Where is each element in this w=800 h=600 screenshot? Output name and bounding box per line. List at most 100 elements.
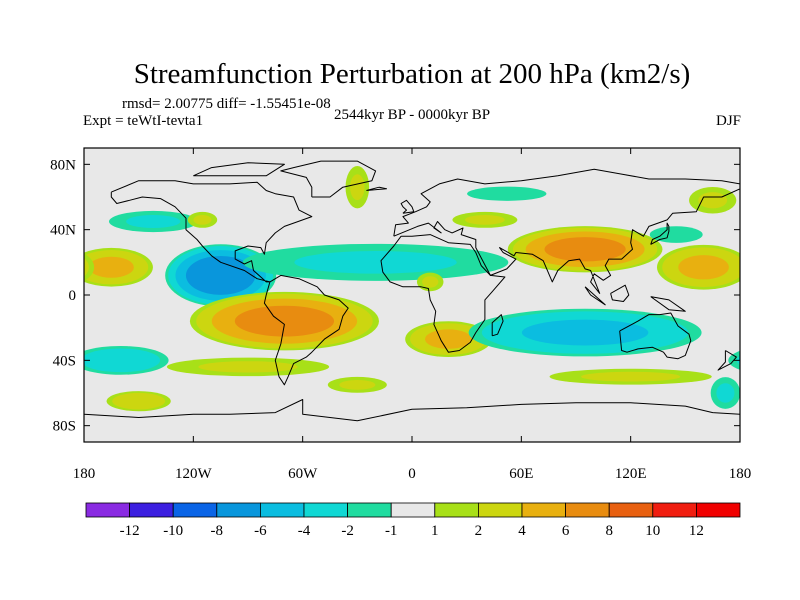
x-tick-label: 0 bbox=[408, 466, 416, 482]
y-tick-label: 80S bbox=[53, 419, 76, 435]
colorbar-label: 4 bbox=[518, 523, 526, 539]
contour-band bbox=[185, 255, 256, 295]
colorbar-swatch bbox=[652, 502, 697, 518]
colorbar-swatch bbox=[129, 502, 174, 518]
x-tick-label: 180 bbox=[73, 466, 96, 482]
colorbar-label: -8 bbox=[211, 523, 224, 539]
contour-band bbox=[467, 186, 547, 201]
contour-feature bbox=[189, 291, 379, 351]
coastline bbox=[280, 160, 377, 198]
colorbar-swatch bbox=[608, 502, 654, 518]
x-tick-label: 60E bbox=[509, 466, 533, 482]
contour-band bbox=[0, 369, 56, 385]
contour-band bbox=[678, 255, 729, 280]
contour-feature bbox=[60, 377, 740, 409]
colorbar-swatch bbox=[565, 502, 610, 518]
contour-band bbox=[765, 211, 800, 232]
contour-feature bbox=[33, 187, 737, 214]
contour-band bbox=[0, 311, 32, 353]
contour-band bbox=[745, 257, 790, 278]
contour-band bbox=[88, 256, 134, 278]
contour-band bbox=[126, 215, 181, 228]
contour-band bbox=[193, 215, 212, 225]
y-tick-label: 40N bbox=[50, 223, 76, 239]
contour-band bbox=[234, 305, 335, 337]
colorbar-label: -12 bbox=[120, 523, 140, 539]
colorbar-swatch bbox=[477, 502, 523, 518]
contour-band bbox=[33, 187, 80, 213]
colorbar: -12 -10 -8 -6 -4 -2 -1 1 2 4 6 8 10 12 bbox=[85, 502, 741, 539]
colorbar-swatch bbox=[696, 502, 741, 518]
contour-band bbox=[544, 237, 626, 262]
coastline bbox=[584, 286, 606, 306]
season-label: DJF bbox=[716, 113, 741, 129]
colorbar-swatch bbox=[390, 502, 436, 518]
contour-feature bbox=[327, 376, 387, 393]
contour-band bbox=[42, 192, 71, 208]
contour-band bbox=[763, 391, 800, 411]
contour-band bbox=[84, 257, 89, 277]
contour-band bbox=[350, 174, 365, 201]
contour-feature bbox=[0, 226, 663, 273]
colorbar-label: -2 bbox=[341, 523, 354, 539]
contour-feature bbox=[345, 166, 370, 209]
colorbar-label: 6 bbox=[562, 523, 570, 539]
x-tick-label: 60W bbox=[288, 466, 318, 482]
coastline bbox=[400, 199, 415, 214]
colorbar-swatch bbox=[303, 502, 348, 518]
contour-band bbox=[521, 319, 649, 346]
coastlines bbox=[84, 160, 740, 422]
x-tick-label: 120E bbox=[615, 466, 647, 482]
contour-feature bbox=[84, 345, 740, 375]
y-axis: 80N 40N 0 40S 80S bbox=[50, 157, 740, 435]
y-tick-label: 0 bbox=[69, 288, 77, 304]
contour-feature bbox=[106, 391, 800, 412]
contour-feature bbox=[242, 243, 509, 281]
colorbar-label: -4 bbox=[298, 523, 311, 539]
coastline bbox=[263, 274, 349, 386]
y-tick-label: 40S bbox=[53, 353, 76, 369]
coastline bbox=[380, 234, 506, 353]
contour-band bbox=[0, 228, 1, 271]
contour-band bbox=[84, 253, 95, 282]
period-label: 2544kyr BP - 0000kyr BP bbox=[334, 107, 490, 123]
contour-band bbox=[716, 383, 735, 403]
contour-band bbox=[768, 393, 800, 410]
coastline bbox=[193, 162, 285, 177]
contour-band bbox=[736, 355, 740, 365]
colorbar-swatch bbox=[259, 502, 305, 518]
contour-band bbox=[0, 226, 6, 272]
coastline bbox=[393, 168, 740, 294]
contour-band bbox=[60, 383, 78, 402]
colorbar-swatch bbox=[216, 502, 261, 518]
coastline bbox=[717, 350, 737, 371]
contour-band bbox=[581, 371, 681, 382]
chart-title: Streamfunction Perturbation at 200 hPa (… bbox=[134, 58, 691, 90]
contour-field bbox=[0, 166, 800, 412]
colorbar-label: 12 bbox=[689, 523, 704, 539]
contour-feature bbox=[22, 244, 740, 290]
stats-label: rmsd= 2.00775 diff= -1.55451e-08 bbox=[122, 96, 331, 112]
contour-band bbox=[339, 379, 376, 390]
colorbar-swatch bbox=[85, 502, 130, 518]
colorbar-label: 8 bbox=[605, 523, 613, 539]
coastline bbox=[610, 284, 630, 302]
colorbar-label: 10 bbox=[645, 523, 660, 539]
x-tick-label: 120W bbox=[175, 466, 213, 482]
contour-band bbox=[294, 251, 457, 274]
contour-feature bbox=[452, 211, 518, 228]
contour-band bbox=[22, 255, 73, 279]
coastline bbox=[84, 399, 740, 422]
contour-band bbox=[84, 348, 161, 373]
contour-band bbox=[0, 309, 46, 357]
colorbar-swatch bbox=[434, 502, 479, 518]
contour-feature bbox=[187, 211, 218, 228]
colorbar-swatch bbox=[347, 502, 392, 518]
colorbar-label: 1 bbox=[431, 523, 439, 539]
contour-band bbox=[422, 276, 439, 288]
colorbar-label: -6 bbox=[254, 523, 267, 539]
contour-feature bbox=[0, 368, 712, 385]
coastline bbox=[650, 222, 670, 245]
contour-band bbox=[112, 392, 166, 410]
